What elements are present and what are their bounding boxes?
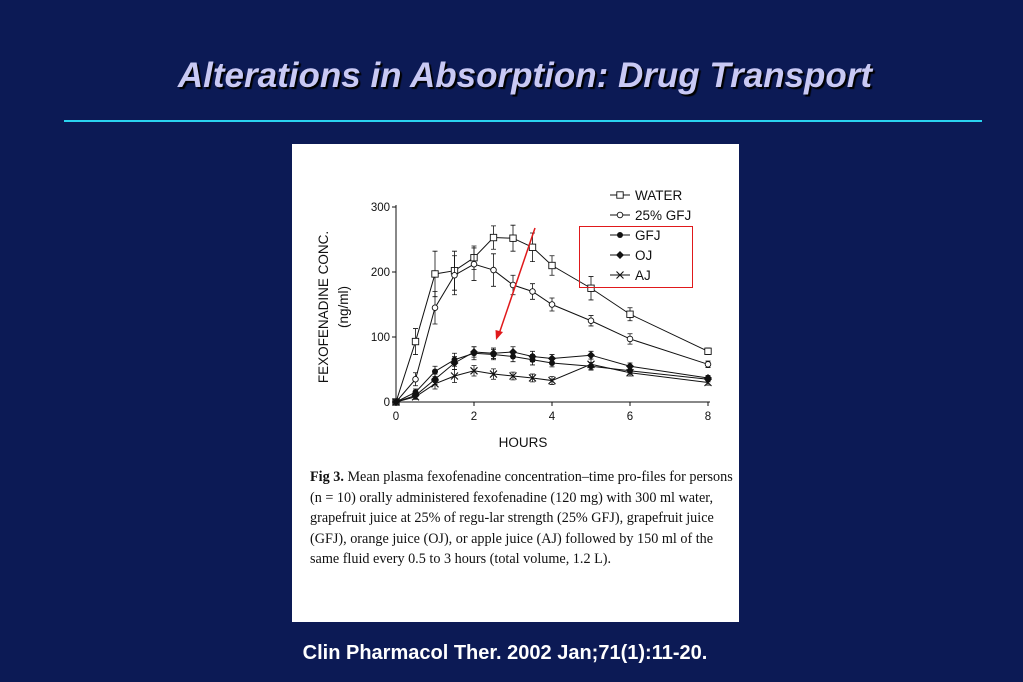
data-point [411,337,420,346]
caption-label: Fig 3. [310,469,344,485]
data-point [412,375,419,383]
x-tick-label: 4 [549,411,556,423]
legend-label: OJ [635,248,652,263]
data-point [431,270,439,278]
data-point [490,266,497,274]
figure-panel: 0 2 4 6 8 0 100 200 300 WATER 25% GFJ GFJ OJ AJ HOUR… [292,144,739,622]
chart-legend: WATER 25% GFJ GFJ OJ AJ [610,188,691,283]
data-point [411,392,420,401]
data-point [704,347,712,355]
y-tick-label: 100 [371,332,390,344]
data-point [470,366,478,375]
data-point [587,351,595,360]
data-point [489,233,498,242]
x-tick-label: 8 [705,411,711,423]
y-axis-unit-label: (ng/ml) [336,286,351,328]
data-point [626,362,634,371]
y-tick-label: 300 [371,202,390,214]
citation: Clin Pharmacol Ther. 2002 Jan;71(1):11-2… [302,642,708,664]
caption-text: Mean plasma fexofenadine concentration–t… [310,469,733,568]
x-tick-label: 0 [393,411,399,423]
data-point [704,378,712,387]
data-point [509,347,517,356]
data-point [549,360,555,366]
data-point [704,373,712,382]
data-point [617,232,623,238]
chart-series [392,224,712,406]
data-point [616,251,624,259]
data-point [626,335,634,343]
title-divider [64,120,982,122]
x-tick-label: 6 [627,411,633,423]
data-point [509,372,517,380]
data-point [509,281,517,289]
data-point [528,243,537,251]
data-point [451,271,458,279]
x-axis-label: HOURS [499,435,548,450]
data-point [392,398,400,406]
data-point [616,191,624,199]
data-point [450,359,459,367]
series-line [395,351,709,403]
data-point [431,304,439,311]
legend-highlight-box [579,226,693,288]
data-point [432,368,438,375]
data-point [548,354,556,363]
data-point [548,301,556,308]
data-point [489,349,498,358]
data-point [616,211,624,219]
data-point [587,317,595,324]
data-point [529,288,536,295]
data-point [626,368,634,377]
data-point [489,370,498,378]
y-axis-label: FEXOFENADINE CONC. [316,231,331,383]
data-point [587,284,595,292]
chart-axes: 0 2 4 6 8 0 100 200 300 [371,202,711,423]
legend-item: GFJ [610,228,661,243]
legend-item: 25% GFJ [610,208,691,223]
data-point [587,360,595,369]
data-point [470,260,478,268]
data-point [431,379,439,388]
legend-label: WATER [635,188,682,203]
data-point [470,347,478,356]
data-point [450,372,459,380]
data-point [548,261,556,270]
series-line [395,363,709,403]
legend-item: OJ [610,248,652,263]
legend-label: GFJ [635,228,661,243]
fexofenadine-chart: 0 2 4 6 8 0 100 200 300 WATER 25% GFJ GFJ OJ AJ HOUR… [316,188,712,450]
y-tick-label: 200 [371,267,390,279]
data-point [616,271,624,279]
legend-item: AJ [610,268,651,283]
x-tick-label: 2 [471,411,477,423]
y-tick-label: 0 [384,397,390,409]
data-point [528,352,537,361]
data-point [528,374,537,382]
series-aj [392,358,712,406]
legend-item: WATER [610,188,682,203]
series-line [395,352,709,403]
legend-label: AJ [635,268,651,283]
data-point [704,361,712,368]
data-point [548,376,556,385]
legend-label: 25% GFJ [635,208,691,223]
slide-title: Alterations in Absorption: Drug Transpor… [177,56,873,95]
data-point [626,310,634,318]
data-point [509,234,517,242]
figure-caption: Fig 3. Mean plasma fexofenadine concentr… [310,467,735,570]
